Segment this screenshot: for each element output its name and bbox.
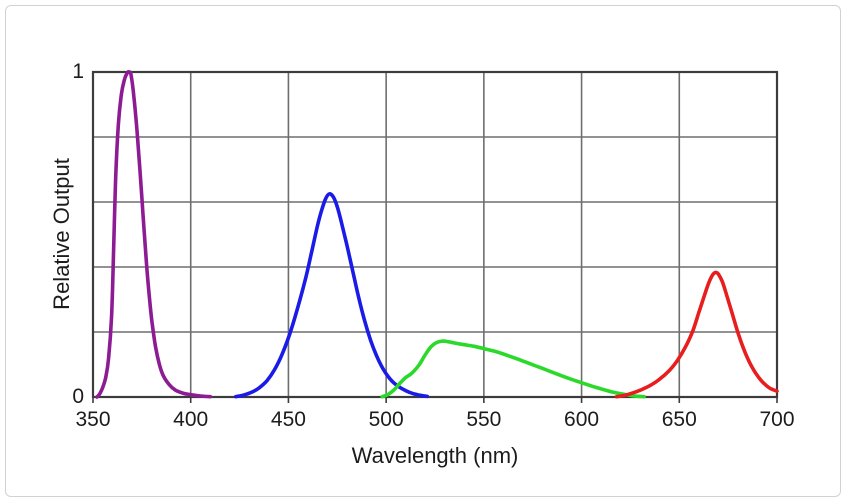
x-tick-label-450: 450	[270, 408, 306, 431]
series-purple-line	[95, 69, 213, 399]
x-tick-label-600: 600	[564, 408, 600, 431]
x-tick-label-700: 700	[759, 408, 795, 431]
series-green-line	[380, 339, 646, 399]
x-tick-label-350: 350	[75, 408, 111, 431]
y-tick-label-1: 1	[72, 60, 84, 83]
x-axis-title: Wavelength (nm)	[351, 443, 519, 468]
series-red-line	[614, 270, 779, 399]
y-tick-label-0: 0	[72, 385, 84, 408]
plot-border	[91, 70, 779, 399]
series-blue-line	[233, 192, 429, 399]
x-tick-label-550: 550	[466, 408, 502, 431]
x-tick-label-650: 650	[661, 408, 697, 431]
y-axis-title: Relative Output	[49, 158, 74, 310]
x-tick-label-500: 500	[368, 408, 404, 431]
x-tick-label-400: 400	[173, 408, 209, 431]
